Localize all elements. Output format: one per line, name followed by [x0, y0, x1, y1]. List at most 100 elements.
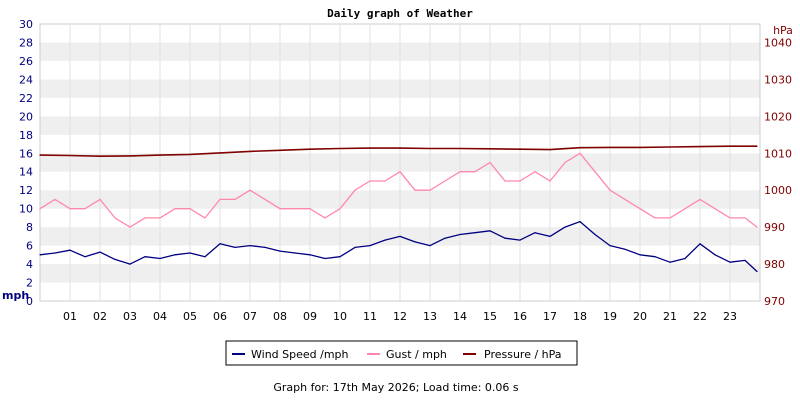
data-point: [204, 217, 206, 219]
data-point: [189, 208, 191, 210]
data-point: [159, 154, 161, 156]
legend-label: Gust / mph: [386, 348, 447, 361]
data-point: [459, 147, 461, 150]
data-point: [339, 208, 341, 210]
left-tick-label: 16: [19, 147, 33, 160]
footer-text: Graph for: 17th May 2026; Load time: 0.0…: [273, 381, 519, 394]
data-point: [504, 237, 506, 239]
data-point: [519, 180, 521, 182]
data-point: [474, 171, 476, 173]
data-point: [594, 171, 596, 173]
legend-label: Wind Speed /mph: [251, 348, 349, 361]
data-point: [174, 254, 176, 256]
data-point: [699, 198, 701, 200]
data-point: [99, 155, 101, 157]
x-tick-label: 05: [183, 310, 197, 323]
x-tick-label: 08: [273, 310, 287, 323]
data-point: [549, 180, 551, 182]
data-point: [729, 261, 731, 263]
left-tick-label: 26: [19, 55, 33, 68]
data-point: [174, 208, 176, 210]
x-tick-label: 19: [603, 310, 617, 323]
left-tick-label: 14: [19, 166, 33, 179]
data-point: [309, 148, 311, 150]
data-point: [684, 208, 686, 210]
data-point: [639, 208, 641, 210]
data-point: [579, 221, 581, 223]
data-point: [564, 161, 566, 164]
data-point: [534, 171, 536, 173]
data-point: [444, 237, 446, 239]
data-point: [384, 180, 386, 182]
data-point: [324, 257, 326, 260]
data-point: [519, 148, 521, 150]
right-axis-ticks: 970 980 990 1000 1010 1020 1030 1040: [764, 36, 792, 308]
data-point: [84, 256, 86, 258]
left-axis-label: mph: [2, 289, 29, 302]
data-point: [744, 217, 746, 219]
data-point: [504, 180, 506, 182]
data-point: [354, 189, 356, 191]
right-tick-label: 990: [764, 221, 785, 234]
x-tick-label: 18: [573, 310, 587, 323]
data-point: [189, 153, 191, 155]
data-point: [534, 232, 536, 234]
right-tick-label: 1030: [764, 73, 792, 86]
left-tick-label: 0: [26, 295, 33, 308]
data-point: [639, 146, 641, 148]
data-point: [69, 249, 71, 251]
x-axis-ticks: 01 02 03 04 05 06 07 08 09 10 11 12 13 14 15 16 17 18 19 20…: [63, 310, 737, 323]
data-point: [339, 147, 341, 150]
x-tick-label: 11: [363, 310, 377, 323]
data-point: [624, 198, 626, 200]
x-tick-label: 17: [543, 310, 557, 323]
data-point: [729, 217, 731, 219]
data-point: [459, 171, 461, 173]
left-tick-label: 8: [26, 221, 33, 234]
data-point: [54, 252, 56, 254]
x-tick-label: 14: [453, 310, 467, 323]
x-tick-label: 01: [63, 310, 77, 323]
data-point: [756, 145, 758, 147]
data-point: [294, 208, 296, 210]
data-point: [624, 248, 626, 250]
data-point: [609, 245, 611, 247]
x-tick-label: 03: [123, 310, 137, 323]
left-tick-label: 18: [19, 129, 33, 142]
right-tick-label: 980: [764, 258, 785, 271]
data-point: [129, 155, 131, 157]
data-point: [219, 198, 221, 200]
data-point: [309, 208, 311, 210]
data-point: [429, 245, 431, 247]
legend: Wind Speed /mph Gust / mph Pressure / hPa: [225, 340, 578, 366]
x-tick-label: 13: [423, 310, 437, 323]
data-point: [144, 256, 146, 258]
data-point: [54, 198, 56, 200]
data-point: [579, 152, 581, 154]
data-point: [99, 251, 101, 253]
data-point: [204, 256, 206, 258]
data-point: [699, 243, 701, 245]
data-point: [489, 148, 491, 150]
left-tick-label: 30: [19, 18, 33, 31]
data-point: [699, 146, 701, 148]
data-point: [399, 235, 401, 237]
data-point: [219, 243, 221, 245]
right-tick-label: 1000: [764, 184, 792, 197]
data-point: [579, 147, 581, 149]
x-tick-label: 04: [153, 310, 167, 323]
data-point: [639, 254, 641, 256]
data-point: [669, 217, 671, 219]
data-point: [159, 257, 161, 260]
x-tick-label: 22: [693, 310, 707, 323]
series-layer: [39, 145, 758, 273]
data-point: [684, 257, 686, 260]
data-point: [279, 250, 281, 252]
legend-box: [225, 340, 578, 366]
left-tick-label: 10: [19, 203, 33, 216]
data-point: [249, 189, 251, 191]
data-point: [354, 246, 356, 248]
data-point: [189, 252, 191, 254]
